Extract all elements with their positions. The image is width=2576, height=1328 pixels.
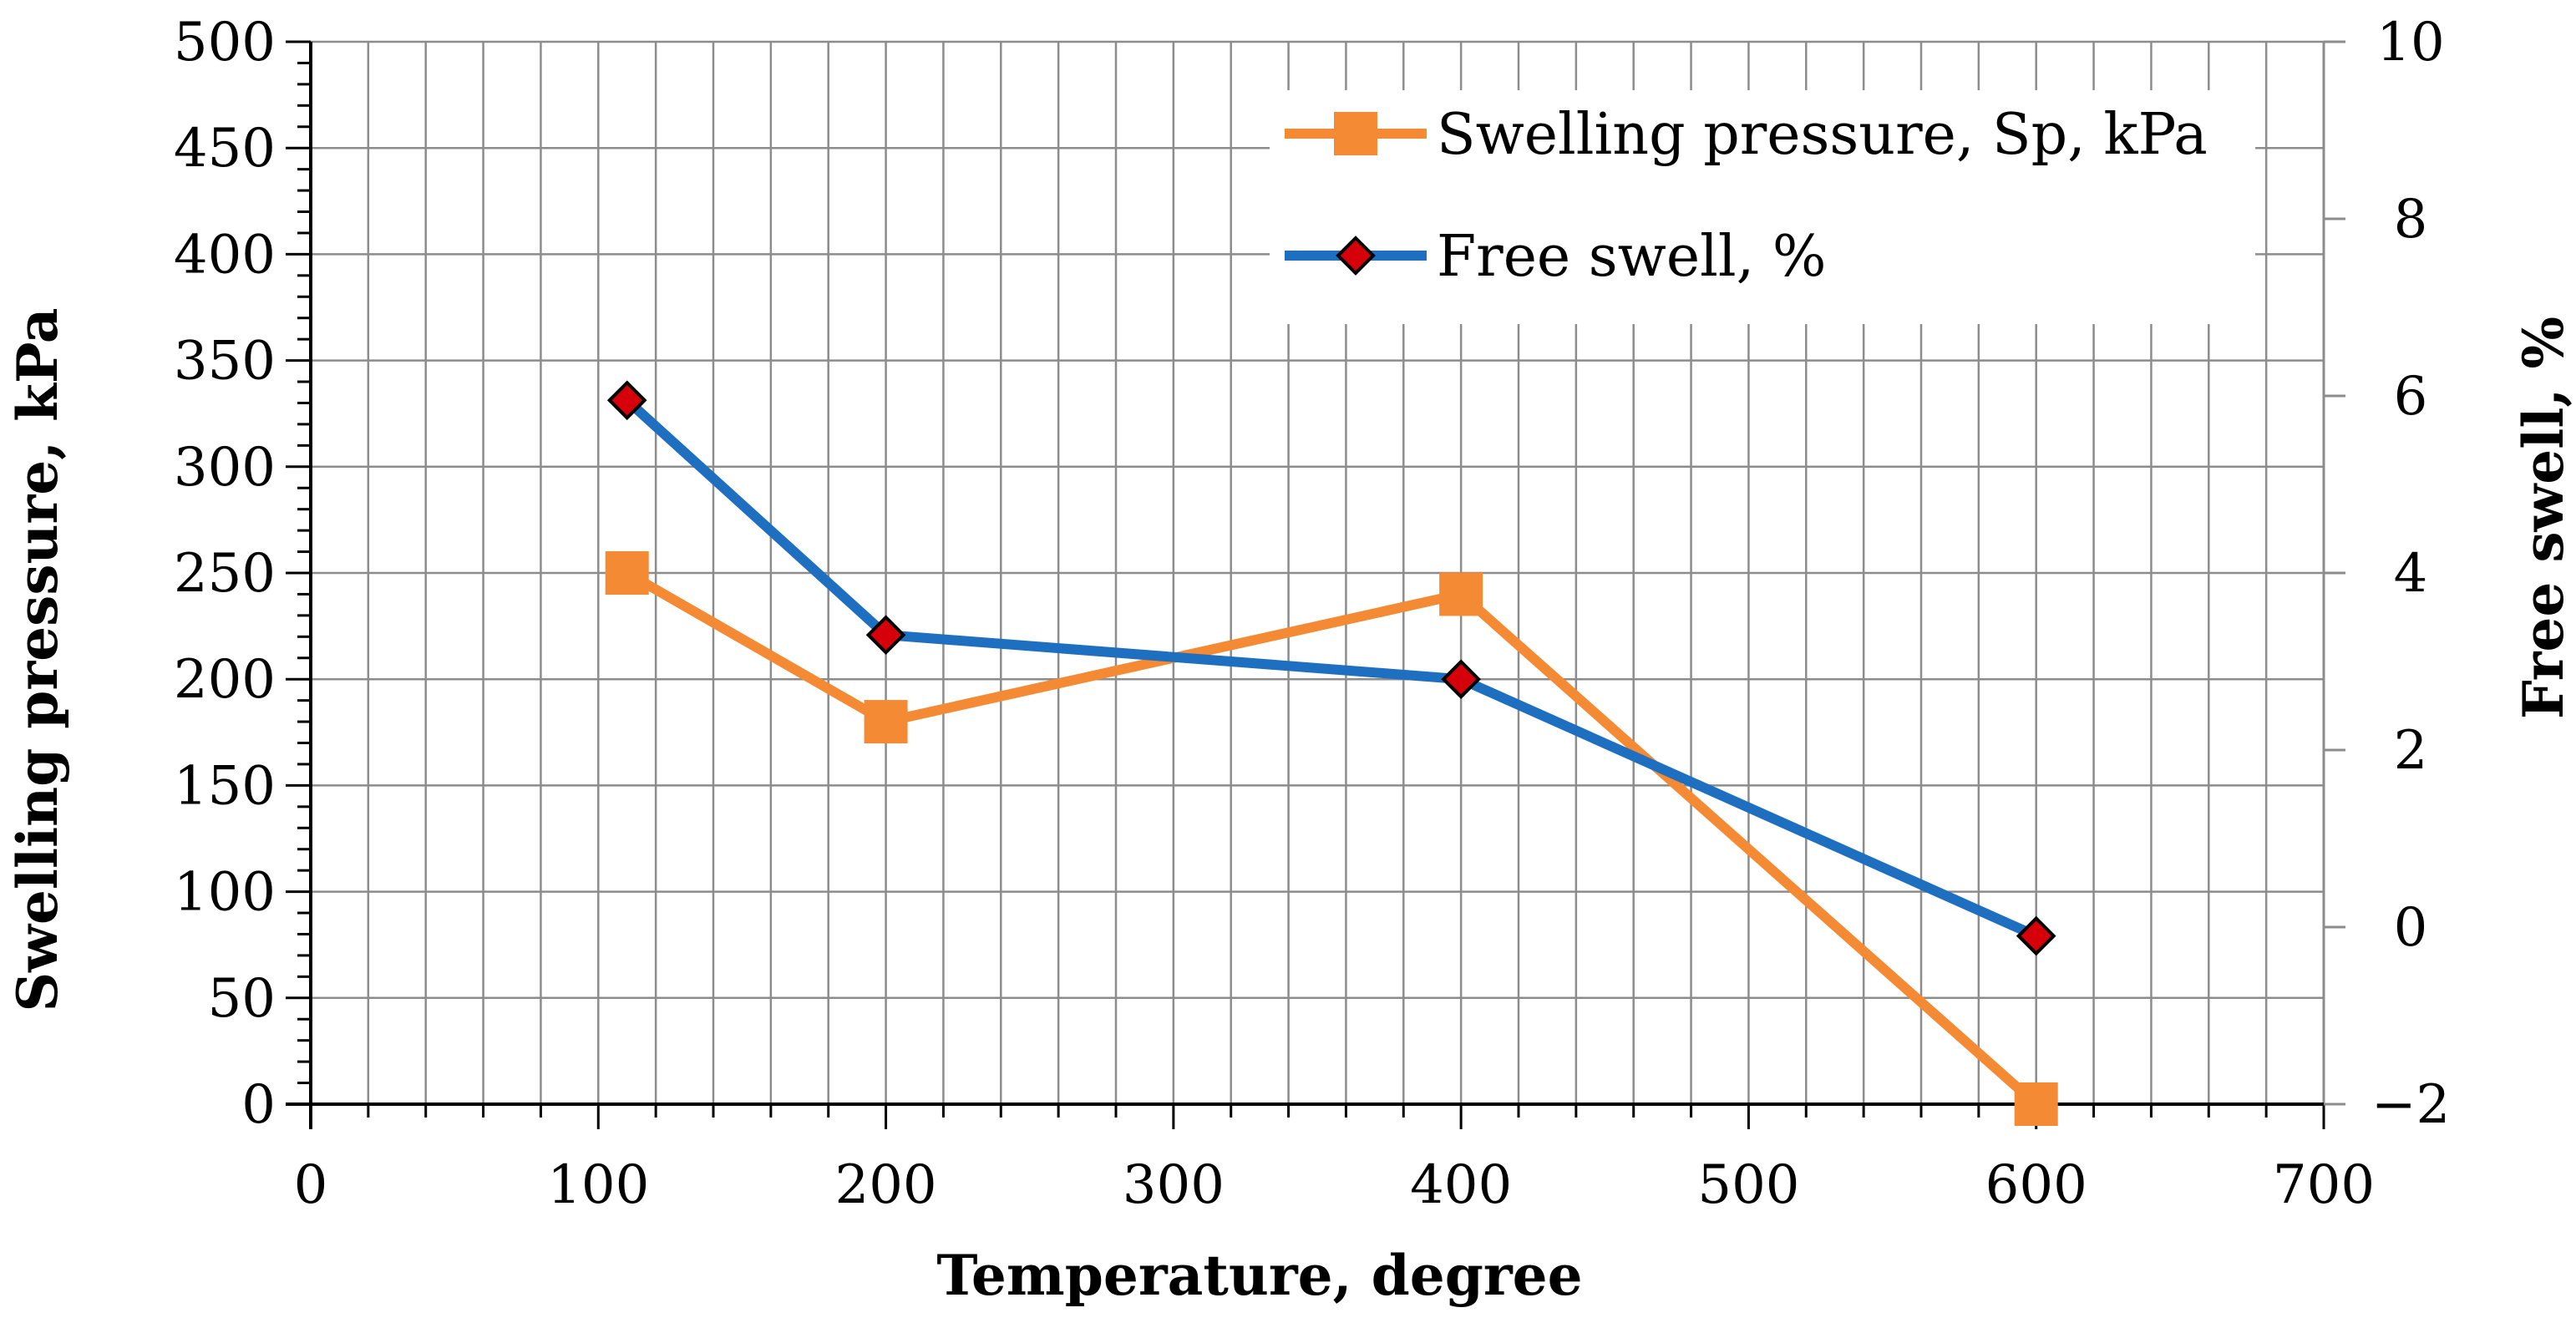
- y-tick-label: 150: [174, 755, 276, 817]
- data-point-square: [2014, 1082, 2058, 1126]
- series-free-swell: [606, 380, 2056, 956]
- series-layer: [605, 380, 2058, 1126]
- legend: Swelling pressure, Sp, kPa Free swell, %: [1270, 90, 2255, 324]
- y-tick-label: 500: [174, 12, 276, 73]
- x-tick-label: 500: [1697, 1154, 1799, 1216]
- legend-item: Free swell, %: [1285, 224, 1826, 290]
- data-point-square: [605, 551, 649, 595]
- series-line: [621, 395, 2041, 941]
- y-tick-label: 250: [174, 543, 276, 605]
- grid: [311, 40, 2324, 1104]
- x-tick-label: 700: [2273, 1154, 2375, 1216]
- y-tick-label: 300: [174, 437, 276, 499]
- x-tick-label: 600: [1985, 1154, 2087, 1216]
- y-tick-label: 450: [174, 118, 276, 180]
- y2-tick-label: 6: [2394, 366, 2428, 428]
- legend-item: Swelling pressure, Sp, kPa: [1285, 102, 2208, 168]
- data-point-square: [1439, 572, 1483, 616]
- data-point-diamond: [2016, 915, 2056, 956]
- y-axis-title: Swelling pressure, kPa: [5, 307, 70, 1011]
- legend-label: Free swell, %: [1437, 224, 1826, 290]
- data-point-diamond: [606, 380, 647, 421]
- series-swelling-pressure: [605, 551, 2058, 1126]
- y-tick-label: 0: [241, 1074, 276, 1136]
- y-tick-label: 50: [208, 968, 276, 1030]
- x-axis-title: Temperature, degree: [936, 1243, 1582, 1308]
- y-tick-label: 350: [174, 331, 276, 393]
- legend-label: Swelling pressure, Sp, kPa: [1437, 102, 2208, 168]
- y2-tick-label: 0: [2394, 897, 2428, 959]
- x-tick-label: 400: [1410, 1154, 1512, 1216]
- y2-tick-label: −2: [2371, 1074, 2450, 1136]
- x-tick-label: 300: [1123, 1154, 1225, 1216]
- x-tick-label: 200: [834, 1154, 936, 1216]
- x-tick-label: 0: [294, 1154, 328, 1216]
- y-tick-label: 100: [174, 862, 276, 924]
- y2-tick-label: 4: [2394, 543, 2428, 605]
- y2-axis-title: Free swell, %: [2511, 317, 2576, 719]
- y-tick-label: 200: [174, 649, 276, 711]
- y2-tick-label: 8: [2394, 189, 2428, 251]
- x-tick-label: 100: [547, 1154, 649, 1216]
- data-point-diamond: [1336, 236, 1376, 276]
- data-point-diamond: [865, 615, 906, 656]
- y2-tick-label: 2: [2394, 720, 2428, 782]
- legend-background: [1270, 90, 2255, 324]
- y2-tick-label: 10: [2376, 12, 2444, 73]
- y-tick-label: 400: [174, 224, 276, 286]
- data-point-square: [1334, 112, 1377, 155]
- data-point-diamond: [1441, 659, 1481, 700]
- data-point-square: [864, 700, 908, 744]
